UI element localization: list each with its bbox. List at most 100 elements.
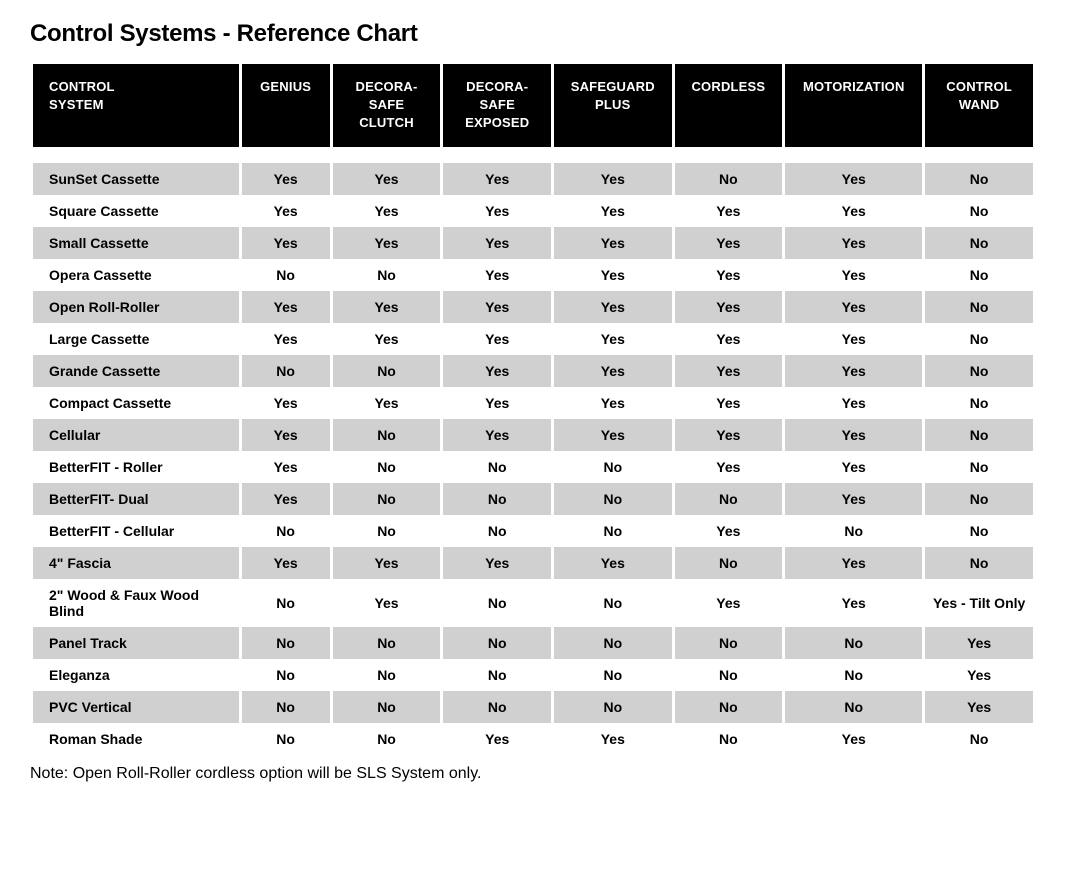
table-row: BetterFIT - RollerYesNoNoNoYesYesNo xyxy=(33,451,1033,483)
cell-value: No xyxy=(333,515,441,547)
cell-value: No xyxy=(443,515,551,547)
cell-value: No xyxy=(242,659,330,691)
cell-value: Yes xyxy=(443,323,551,355)
cell-value: Yes xyxy=(242,387,330,419)
row-label: Opera Cassette xyxy=(33,259,239,291)
col-header-decora-safe-exposed: DECORA-SAFEEXPOSED xyxy=(443,64,551,147)
table-row: 2" Wood & Faux Wood BlindNoYesNoNoYesYes… xyxy=(33,579,1033,627)
row-label: Cellular xyxy=(33,419,239,451)
cell-value: Yes - Tilt Only xyxy=(925,579,1033,627)
cell-value: No xyxy=(443,483,551,515)
cell-value: No xyxy=(443,451,551,483)
cell-value: Yes xyxy=(242,451,330,483)
row-label: Panel Track xyxy=(33,627,239,659)
table-row: CellularYesNoYesYesYesYesNo xyxy=(33,419,1033,451)
table-row: Grande CassetteNoNoYesYesYesYesNo xyxy=(33,355,1033,387)
cell-value: No xyxy=(925,387,1033,419)
cell-value: Yes xyxy=(443,419,551,451)
cell-value: No xyxy=(675,723,783,755)
cell-value: No xyxy=(675,659,783,691)
cell-value: No xyxy=(554,483,671,515)
cell-value: Yes xyxy=(785,195,922,227)
cell-value: Yes xyxy=(675,515,783,547)
cell-value: Yes xyxy=(785,723,922,755)
cell-value: No xyxy=(785,627,922,659)
row-label: Grande Cassette xyxy=(33,355,239,387)
cell-value: Yes xyxy=(554,547,671,579)
col-header-control-wand: CONTROLWAND xyxy=(925,64,1033,147)
cell-value: Yes xyxy=(333,387,441,419)
cell-value: Yes xyxy=(554,387,671,419)
cell-value: Yes xyxy=(554,163,671,195)
cell-value: No xyxy=(242,355,330,387)
cell-value: Yes xyxy=(925,659,1033,691)
cell-value: Yes xyxy=(333,323,441,355)
cell-value: Yes xyxy=(443,227,551,259)
cell-value: Yes xyxy=(785,291,922,323)
cell-value: Yes xyxy=(443,259,551,291)
cell-value: No xyxy=(554,691,671,723)
table-row: Opera CassetteNoNoYesYesYesYesNo xyxy=(33,259,1033,291)
row-label: SunSet Cassette xyxy=(33,163,239,195)
cell-value: Yes xyxy=(785,355,922,387)
table-row: BetterFIT- DualYesNoNoNoNoYesNo xyxy=(33,483,1033,515)
cell-value: No xyxy=(333,355,441,387)
cell-value: Yes xyxy=(242,547,330,579)
cell-value: Yes xyxy=(675,579,783,627)
cell-value: Yes xyxy=(333,163,441,195)
cell-value: No xyxy=(675,627,783,659)
cell-value: Yes xyxy=(242,323,330,355)
cell-value: Yes xyxy=(443,355,551,387)
cell-value: No xyxy=(925,291,1033,323)
cell-value: No xyxy=(925,323,1033,355)
col-header-decora-safe-clutch: DECORA-SAFECLUTCH xyxy=(333,64,441,147)
table-row: Roman ShadeNoNoYesYesNoYesNo xyxy=(33,723,1033,755)
cell-value: No xyxy=(925,355,1033,387)
col-header-motorization: MOTORIZATION xyxy=(785,64,922,147)
cell-value: No xyxy=(925,723,1033,755)
table-row: Square CassetteYesYesYesYesYesYesNo xyxy=(33,195,1033,227)
row-label: Open Roll-Roller xyxy=(33,291,239,323)
cell-value: Yes xyxy=(675,419,783,451)
cell-value: No xyxy=(333,723,441,755)
cell-value: Yes xyxy=(785,163,922,195)
cell-value: No xyxy=(925,547,1033,579)
cell-value: No xyxy=(242,627,330,659)
reference-table: CONTROL SYSTEM GENIUS DECORA-SAFECLUTCH … xyxy=(30,64,1036,755)
cell-value: Yes xyxy=(333,547,441,579)
footnote: Note: Open Roll-Roller cordless option w… xyxy=(30,765,1036,783)
cell-value: No xyxy=(554,451,671,483)
cell-value: Yes xyxy=(785,547,922,579)
cell-value: Yes xyxy=(785,227,922,259)
cell-value: No xyxy=(242,579,330,627)
cell-value: No xyxy=(785,659,922,691)
cell-value: No xyxy=(554,579,671,627)
table-row: Large CassetteYesYesYesYesYesYesNo xyxy=(33,323,1033,355)
cell-value: Yes xyxy=(675,195,783,227)
cell-value: No xyxy=(242,259,330,291)
cell-value: Yes xyxy=(675,227,783,259)
cell-value: No xyxy=(242,691,330,723)
cell-value: Yes xyxy=(785,419,922,451)
cell-value: No xyxy=(675,691,783,723)
cell-value: Yes xyxy=(443,291,551,323)
cell-value: No xyxy=(925,259,1033,291)
cell-value: Yes xyxy=(554,291,671,323)
cell-value: No xyxy=(554,515,671,547)
cell-value: No xyxy=(675,483,783,515)
col-header-cordless: CORDLESS xyxy=(675,64,783,147)
row-label: BetterFIT- Dual xyxy=(33,483,239,515)
cell-value: Yes xyxy=(925,691,1033,723)
cell-value: No xyxy=(785,691,922,723)
cell-value: Yes xyxy=(443,195,551,227)
cell-value: Yes xyxy=(554,227,671,259)
cell-value: Yes xyxy=(785,323,922,355)
cell-value: Yes xyxy=(333,579,441,627)
cell-value: Yes xyxy=(785,483,922,515)
cell-value: No xyxy=(554,659,671,691)
page-title: Control Systems - Reference Chart xyxy=(30,20,1036,48)
cell-value: No xyxy=(443,659,551,691)
col-header-line2: SYSTEM xyxy=(49,97,104,112)
table-row: Open Roll-RollerYesYesYesYesYesYesNo xyxy=(33,291,1033,323)
cell-value: No xyxy=(443,579,551,627)
